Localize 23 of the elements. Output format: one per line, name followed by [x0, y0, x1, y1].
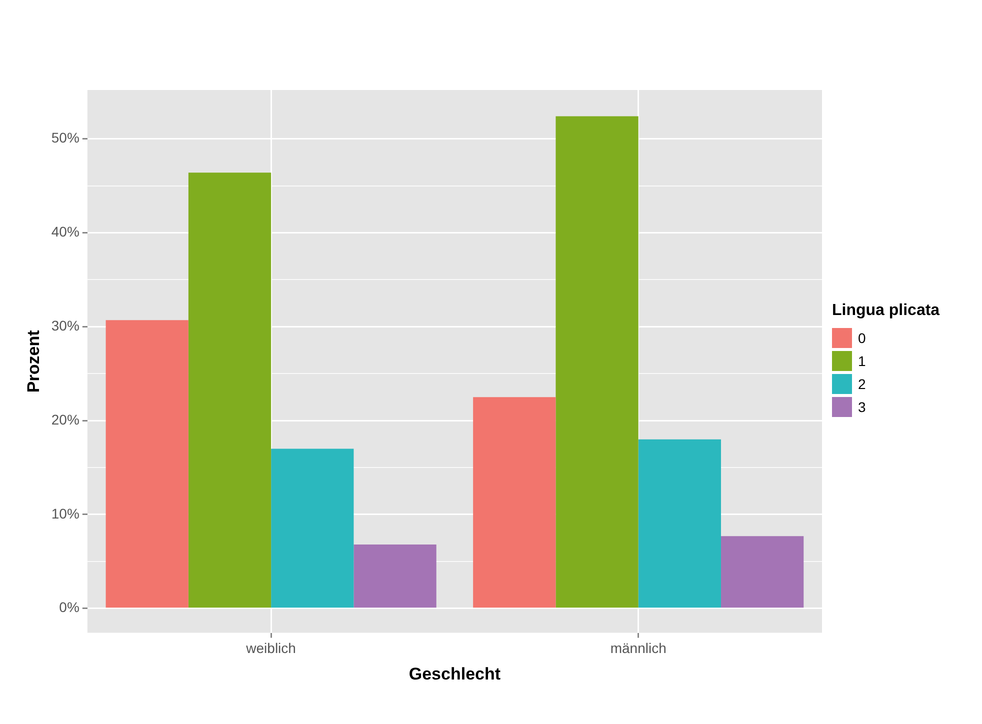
y-tick-label: 40% — [51, 224, 80, 240]
x-tick-label: männlich — [610, 640, 666, 656]
legend-title: Lingua plicata — [832, 302, 940, 320]
x-tick-label: weiblich — [245, 640, 296, 656]
y-tick-label: 10% — [51, 505, 80, 522]
bar — [271, 448, 354, 608]
bar — [638, 439, 721, 608]
y-axis-title: Prozent — [24, 330, 43, 393]
legend-label: 0 — [858, 330, 866, 346]
y-tick-label: 50% — [51, 130, 80, 146]
legend-label: 2 — [858, 376, 866, 392]
bar — [106, 320, 188, 608]
x-axis-title: Geschlecht — [408, 664, 501, 684]
y-tick-label: 30% — [51, 318, 80, 334]
bar — [473, 397, 556, 608]
bar — [354, 544, 436, 608]
bar — [556, 116, 638, 608]
legend-label: 3 — [858, 398, 866, 414]
y-tick-label: 20% — [51, 411, 80, 428]
y-tick-label: 0% — [59, 599, 80, 616]
legend-label: 1 — [858, 352, 866, 368]
bar — [720, 536, 804, 608]
bar — [188, 172, 272, 608]
